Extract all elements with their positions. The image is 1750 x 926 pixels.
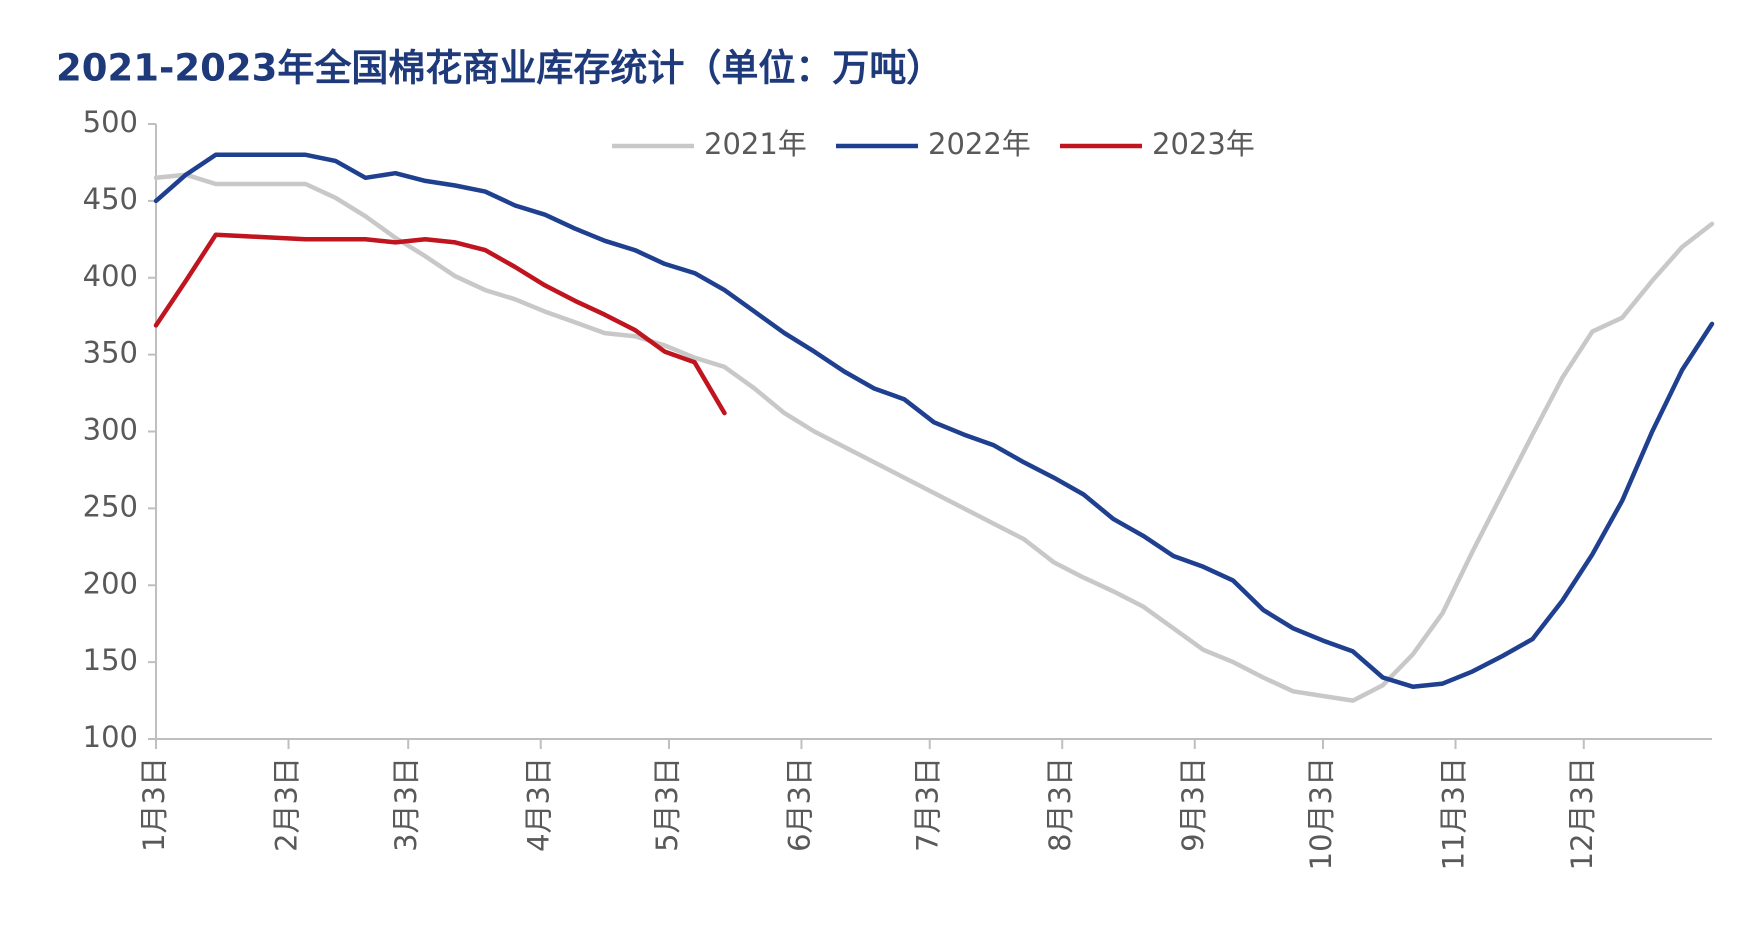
series-line [153, 152, 1715, 689]
x-tick-label: 11月3日 [1437, 757, 1471, 870]
x-tick-label: 2月3日 [270, 757, 304, 852]
x-tick-label: 10月3日 [1304, 757, 1338, 870]
y-tick-label: 250 [83, 489, 138, 523]
y-tick-label: 350 [83, 336, 138, 370]
x-tick-label: 7月3日 [911, 757, 945, 852]
series-line [153, 172, 1715, 703]
x-tick-label: 12月3日 [1565, 757, 1599, 870]
y-tick-label: 400 [83, 259, 138, 293]
series-line [153, 232, 727, 416]
x-tick-label: 1月3日 [137, 757, 171, 852]
x-tick-label: 4月3日 [522, 757, 556, 852]
chart-title: 2021-2023年全国棉花商业库存统计（单位：万吨） [56, 47, 943, 90]
x-tick-label: 9月3日 [1176, 757, 1210, 852]
x-tick-label: 5月3日 [650, 757, 684, 852]
x-tick-label: 6月3日 [782, 757, 816, 852]
y-tick-label: 500 [83, 105, 138, 139]
legend-label: 2021年 [704, 127, 807, 161]
y-tick-label: 100 [83, 720, 138, 754]
y-tick-label: 150 [83, 643, 138, 677]
y-tick-label: 300 [83, 413, 138, 447]
legend-label: 2023年 [1152, 127, 1255, 161]
legend-label: 2022年 [928, 127, 1031, 161]
x-tick-label: 3月3日 [389, 757, 423, 852]
x-tick-label: 8月3日 [1043, 757, 1077, 852]
y-tick-label: 450 [83, 182, 138, 216]
y-tick-label: 200 [83, 566, 138, 600]
